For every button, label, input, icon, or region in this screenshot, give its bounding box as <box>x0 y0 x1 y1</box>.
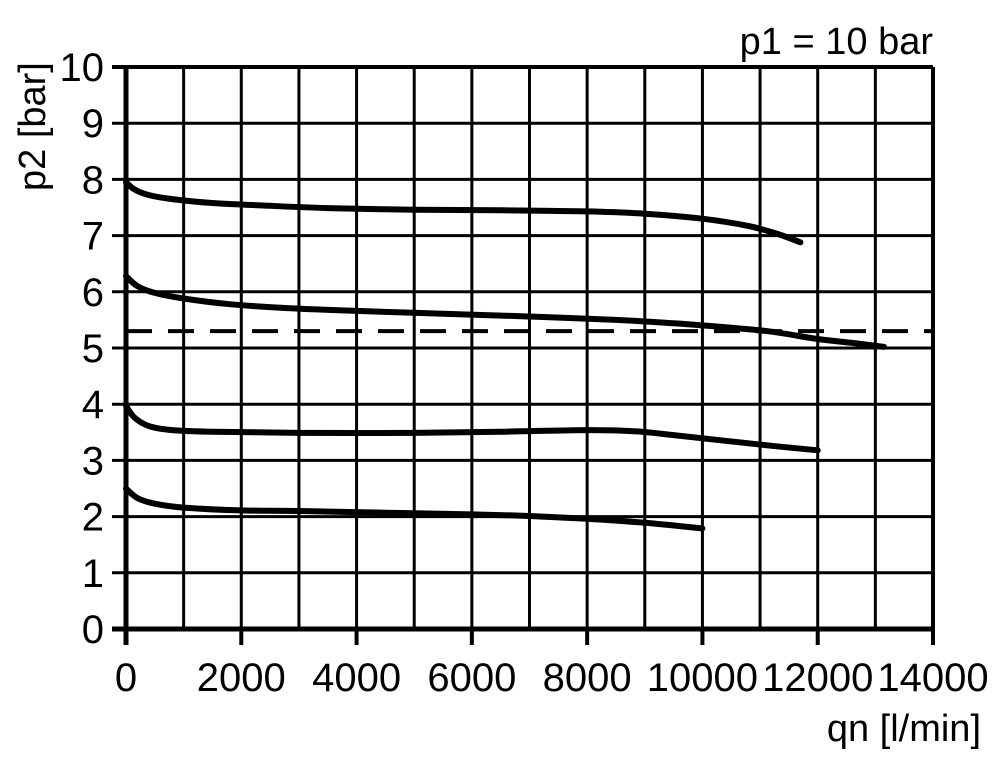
x-tick-label: 10000 <box>647 656 758 700</box>
y-tick-label: 1 <box>82 552 104 596</box>
tick-label-layer: 0 2000 4000 6000 8000 10000 12000 14000 0 1 2 3 4 5 6 7… <box>60 46 989 700</box>
x-tick-label: 12000 <box>762 656 873 700</box>
grid-layer <box>112 65 935 645</box>
x-tick-label: 0 <box>115 656 137 700</box>
chart-title: p1 = 10 bar <box>740 21 934 63</box>
y-tick-label: 9 <box>82 102 104 146</box>
x-tick-label: 4000 <box>312 656 401 700</box>
pressure-curve-setting-2.5-bar <box>123 485 706 532</box>
y-axis-label: p2 [bar] <box>12 62 54 191</box>
y-tick-label: 5 <box>82 327 104 371</box>
y-tick-label: 3 <box>82 439 104 483</box>
x-tick-label: 14000 <box>877 656 988 700</box>
pressure-curve-setting-4-bar <box>123 402 821 454</box>
x-tick-label: 6000 <box>427 656 516 700</box>
y-tick-label: 6 <box>82 271 104 315</box>
y-tick-label: 10 <box>60 46 105 90</box>
x-axis-label: qn [l/min] <box>827 708 981 750</box>
pressure-curve-setting-6-bar <box>123 273 887 350</box>
curve-layer <box>123 179 933 532</box>
y-tick-label: 2 <box>82 496 104 540</box>
x-tick-label: 2000 <box>197 656 286 700</box>
y-tick-label: 4 <box>82 383 104 427</box>
y-tick-label: 0 <box>82 608 104 652</box>
y-tick-label: 8 <box>82 158 104 202</box>
pressure-curve-setting-8-bar <box>123 179 804 246</box>
y-tick-label: 7 <box>82 215 104 259</box>
x-tick-label: 8000 <box>543 656 632 700</box>
